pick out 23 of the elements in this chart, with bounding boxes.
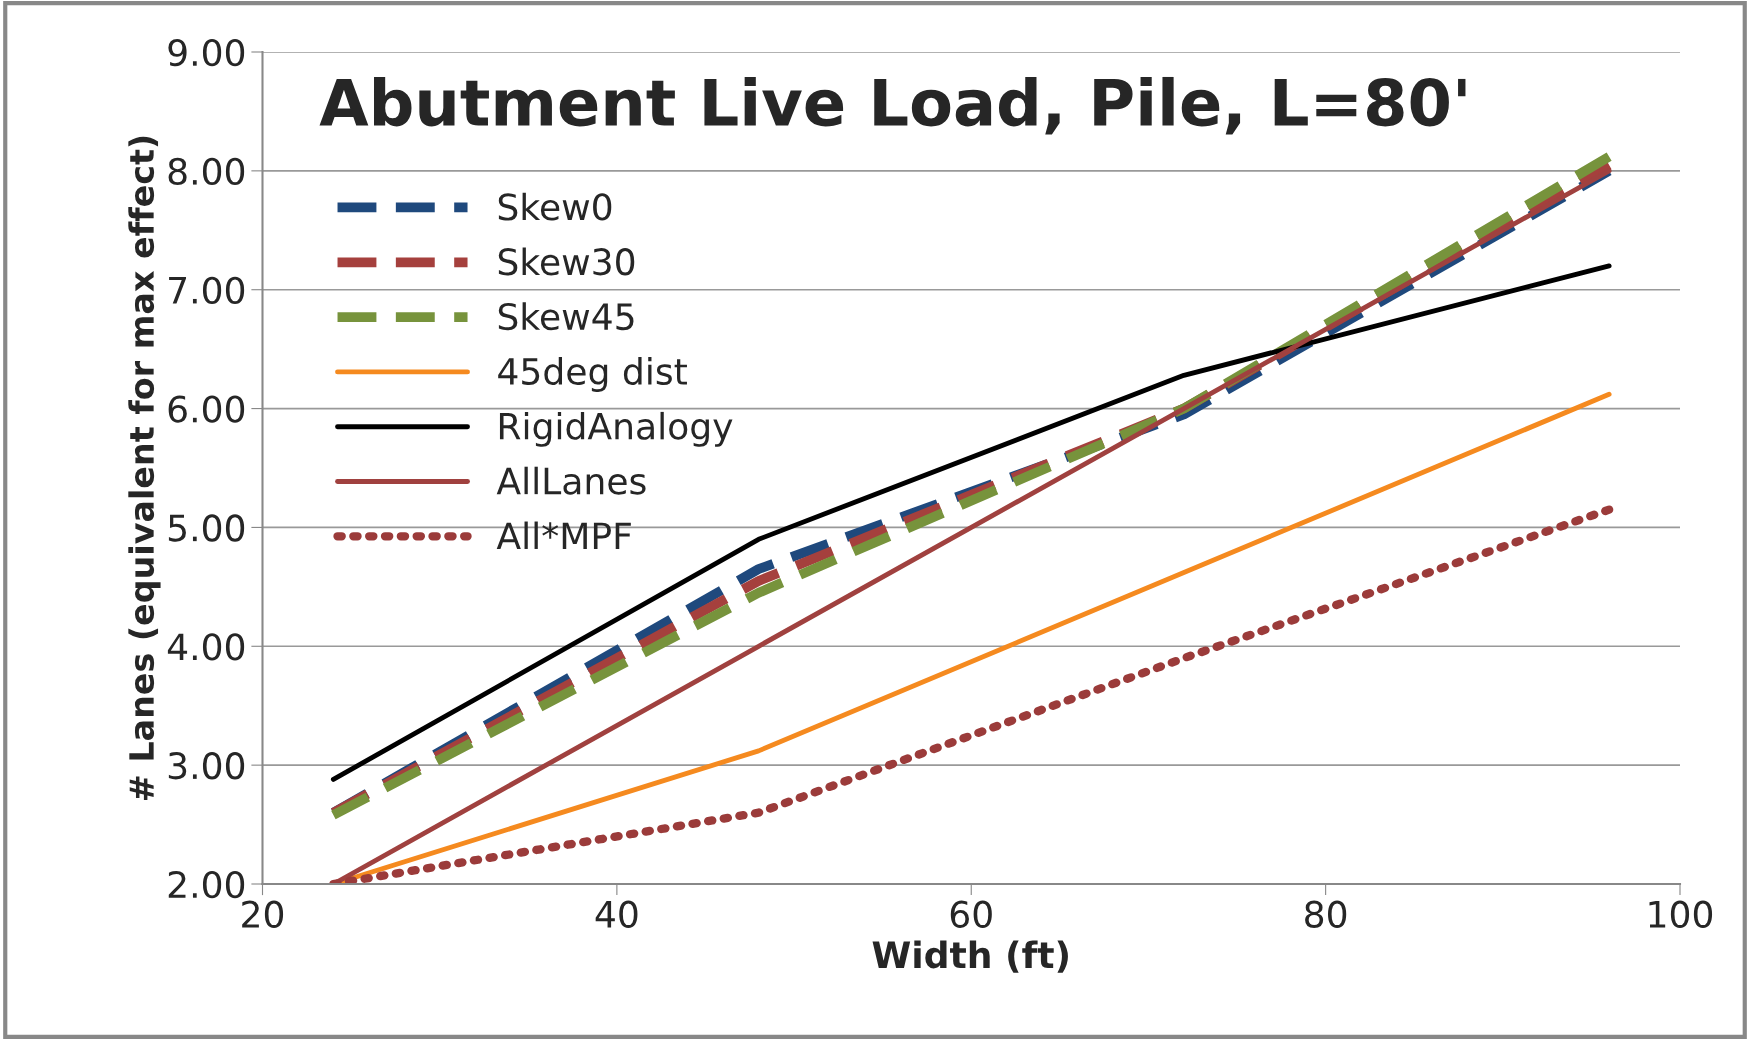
y-tick-label: 8.00 (168, 157, 245, 186)
chart-title: Abutment Live Load, Pile, L=80' (319, 76, 1466, 135)
y-tick-label: 6.00 (168, 395, 245, 423)
y-axis-title: # Lanes (equivalent for max effect) (128, 136, 161, 800)
y-tick-label: 4.00 (167, 633, 245, 661)
x-axis-title: Width (ft) (872, 940, 1068, 973)
x-tick-label: 80 (1305, 900, 1347, 928)
legend-label: RigidAnalogy (499, 411, 733, 447)
y-tick-label: 5.00 (168, 514, 245, 542)
legend-label: All*MPF (496, 521, 631, 549)
y-tick-label: 2.00 (168, 870, 245, 899)
legend-label: Skew30 (498, 247, 635, 276)
y-tick-label: 7.00 (169, 276, 245, 304)
legend-label: Skew0 (498, 192, 612, 221)
legend-label: Skew45 (498, 302, 634, 331)
x-tick-label: 20 (242, 900, 284, 928)
x-tick-label: 100 (1649, 900, 1713, 928)
legend-label: 45deg dist (498, 357, 687, 393)
x-tick-label: 40 (595, 900, 638, 928)
x-tick-label: 60 (950, 900, 992, 928)
legend-label: AllLanes (496, 466, 646, 495)
y-tick-label: 9.00 (168, 38, 245, 67)
y-tick-label: 3.00 (168, 752, 245, 780)
